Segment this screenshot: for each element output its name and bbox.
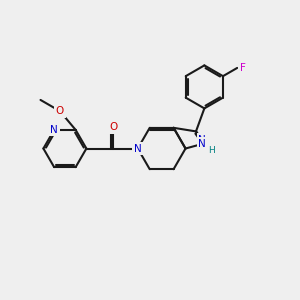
Text: N: N (198, 139, 206, 149)
Text: N: N (134, 143, 142, 154)
Text: H: H (208, 146, 215, 155)
Text: F: F (240, 63, 245, 73)
Text: O: O (109, 122, 117, 132)
Text: N: N (198, 135, 206, 145)
Text: O: O (56, 106, 64, 116)
Text: N: N (50, 125, 58, 135)
